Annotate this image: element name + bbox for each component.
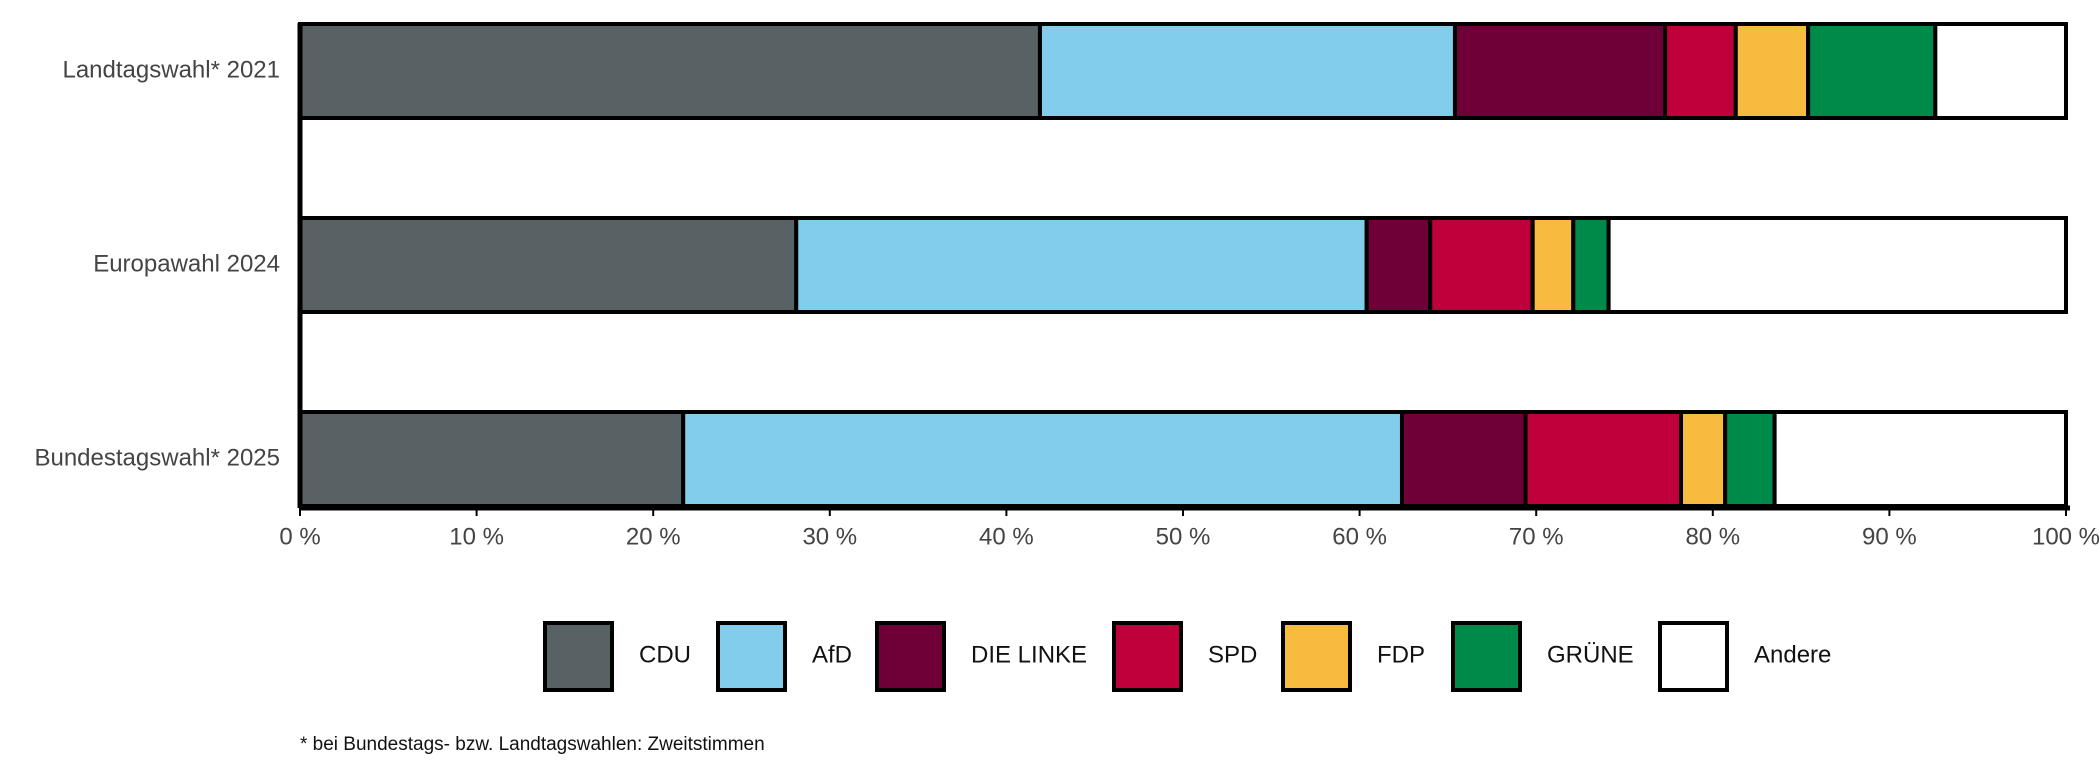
bar-segment (681, 410, 1404, 508)
footnote: * bei Bundestags- bzw. Landtagswahlen: Z… (300, 734, 765, 755)
bar-segment (1723, 410, 1777, 508)
bar-segment (298, 410, 686, 508)
bar-segment (1530, 216, 1576, 314)
x-tick-label: 60 % (1332, 523, 1387, 550)
x-tick-label: 80 % (1685, 523, 1740, 550)
x-tick-label: 40 % (979, 523, 1034, 550)
bar-segment (1452, 22, 1668, 120)
bar-segment (1772, 410, 2068, 508)
bar-segment (1428, 216, 1535, 314)
legend-swatch (716, 621, 787, 692)
bar-segment (298, 216, 799, 314)
bar-segment (1663, 22, 1738, 120)
y-tick-label: Bundestagswahl* 2025 (34, 444, 280, 471)
legend-swatch (1658, 621, 1729, 692)
bar-segment (1399, 410, 1528, 508)
x-tick-label: 70 % (1509, 523, 1564, 550)
bar-segment (1364, 216, 1433, 314)
x-tick-label: 0 % (279, 523, 320, 550)
legend-swatch (1112, 621, 1183, 692)
bar-segment (1679, 410, 1728, 508)
bar-segment (1523, 410, 1684, 508)
x-tick-label: 90 % (1862, 523, 1917, 550)
legend-label: Andere (1754, 641, 1831, 668)
legend-swatch (1281, 621, 1352, 692)
legend-label: DIE LINKE (971, 641, 1087, 668)
bar-segment (1037, 22, 1457, 120)
x-tick-label: 50 % (1156, 523, 1211, 550)
bar-segment (298, 22, 1042, 120)
y-tick-label: Landtagswahl* 2021 (62, 56, 280, 83)
legend-label: FDP (1377, 641, 1425, 668)
bar-segment (1733, 22, 1811, 120)
bar-segment (1606, 216, 2068, 314)
x-tick-label: 30 % (802, 523, 857, 550)
y-tick-label: Europawahl 2024 (93, 250, 280, 277)
bar-segment (1571, 216, 1611, 314)
x-tick-label: 100 % (2032, 523, 2100, 550)
legend-swatch (543, 621, 614, 692)
legend-swatch (1451, 621, 1522, 692)
legend-swatch (875, 621, 946, 692)
x-tick-label: 10 % (449, 523, 504, 550)
legend-label: AfD (812, 641, 852, 668)
legend-label: GRÜNE (1547, 641, 1634, 668)
bar-segment (1806, 22, 1938, 120)
bar-segment (794, 216, 1369, 314)
bar-segment (1933, 22, 2069, 120)
legend-label: CDU (639, 641, 691, 668)
x-tick-label: 20 % (626, 523, 681, 550)
legend-label: SPD (1208, 641, 1257, 668)
